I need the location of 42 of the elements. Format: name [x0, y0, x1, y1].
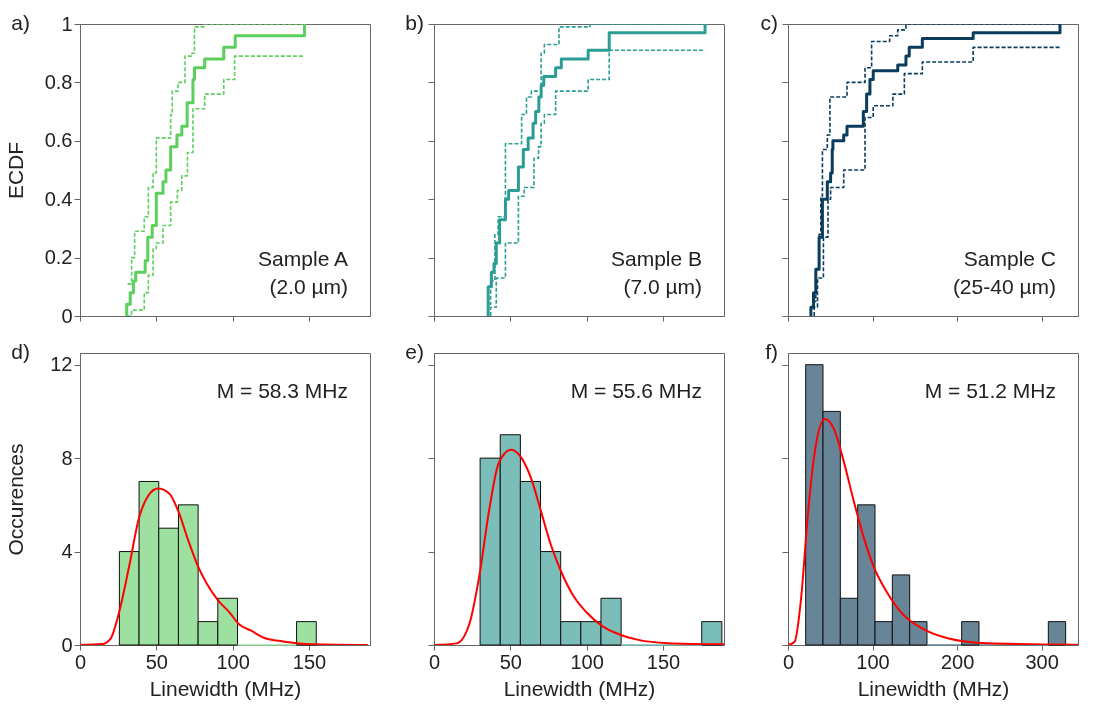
annotation: M = 51.2 MHz: [924, 379, 1056, 402]
text: e): [405, 340, 424, 363]
x-tick-label: 150: [646, 650, 681, 673]
annotation: (2.0 µm): [269, 275, 348, 298]
text: f): [765, 340, 778, 363]
text: d): [11, 340, 30, 363]
y-tick-label: 0.8: [44, 70, 73, 93]
y-tick-label: 0: [61, 633, 73, 656]
annotation: Sample C: [963, 247, 1056, 270]
x-tick-label: 150: [292, 650, 327, 673]
line-series: [80, 487, 369, 645]
annotation: (7.0 µm): [623, 275, 702, 298]
y-tick-label: 4: [61, 540, 73, 563]
x-tick-label: 100: [856, 650, 890, 673]
x-tick-label: 50: [145, 650, 168, 673]
x-tick-label: 50: [499, 650, 522, 673]
y-tick-label: 1: [61, 12, 73, 35]
annotation: M = 58.3 MHz: [216, 379, 348, 402]
y-tick-label: 0: [61, 304, 73, 327]
x-tick-label: 0: [782, 650, 795, 673]
annotation: Sample B: [610, 247, 702, 270]
annotation: M = 55.6 MHz: [570, 379, 702, 402]
annotation: Sample A: [258, 247, 348, 270]
x-tick-label: 300: [1025, 650, 1059, 673]
y-tick-label: 0.6: [44, 129, 73, 152]
x-tick-label: 100: [570, 650, 604, 673]
text: a): [11, 11, 30, 34]
text: b): [405, 11, 424, 34]
y-tick-label: 8: [61, 446, 73, 469]
y-tick-label: 0.4: [44, 187, 73, 210]
x-axis-title: Linewidth (MHz): [503, 676, 656, 700]
x-axis-title: Linewidth (MHz): [857, 676, 1010, 700]
x-tick-label: 0: [428, 650, 441, 673]
y-axis-title: Occurences: [3, 443, 27, 556]
x-axis-title: Linewidth (MHz): [149, 676, 302, 700]
text: c): [760, 11, 778, 34]
x-tick-label: 200: [940, 650, 975, 673]
y-tick-label: 12: [50, 353, 73, 376]
y-tick-label: 0.2: [44, 246, 73, 269]
y-axis-title: ECDF: [3, 141, 27, 200]
x-tick-label: 100: [216, 650, 250, 673]
annotation: (25-40 µm): [952, 275, 1056, 298]
